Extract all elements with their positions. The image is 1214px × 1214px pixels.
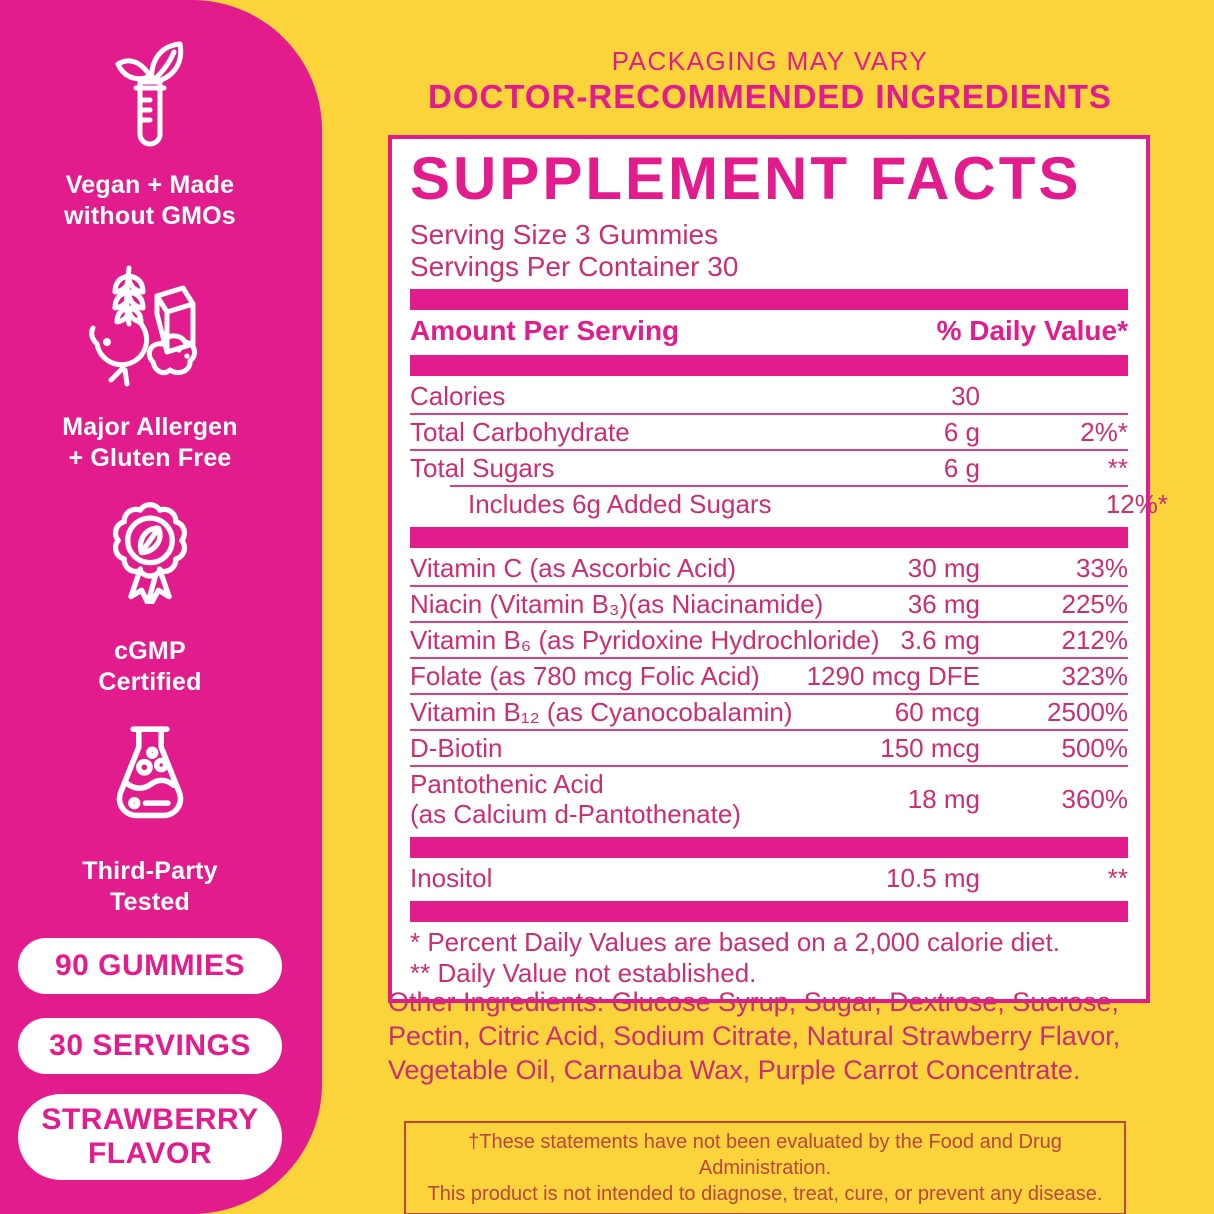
disclaimer-line-2: This product is not intended to diagnose… [427, 1183, 1103, 1205]
nutrient-row-sugars: Total Sugars 6 g ** [410, 449, 1128, 485]
divider-bar [410, 355, 1128, 376]
nutrient-name: Includes 6g Added Sugars [468, 489, 772, 519]
feature-label-cgmp: cGMP Certified [98, 637, 202, 696]
nutrient-dv: 323% [1061, 661, 1129, 691]
test-tube-plant-icon [115, 41, 184, 147]
nutrient-name: Vitamin C (as Ascorbic Acid) [410, 553, 737, 583]
supplement-facts-panel: SUPPLEMENT FACTS Serving Size 3 Gummies … [388, 135, 1168, 1003]
nutrient-dv: 212% [1061, 625, 1129, 655]
nutrient-row-carbohydrate: Total Carbohydrate 6 g 2%* [410, 413, 1128, 449]
nutrient-row-calories: Calories 30 [410, 379, 1128, 413]
servings-per-container: Servings Per Container 30 [410, 251, 739, 282]
nutrient-amount: 10.5 mg [886, 863, 980, 893]
product-sidebar: Vegan + Made without GMOs [0, 0, 322, 1214]
nutrient-amount: 36 mg [907, 589, 980, 619]
other-ingredients-text: Other Ingredients: Glucose Syrup, Sugar,… [388, 987, 1121, 1085]
nutrient-row-vitamin-b6: Vitamin B₆ (as Pyridoxine Hydrochloride)… [410, 621, 1128, 657]
column-header-row: Amount Per Serving % Daily Value* [410, 313, 1128, 349]
nutrient-dv: 2500% [1047, 697, 1128, 727]
header-packaging-note: PACKAGING MAY VARY [611, 46, 929, 76]
header-doctor-recommended: DOCTOR-RECOMMENDED INGREDIENTS [428, 78, 1112, 115]
nutrient-name: Inositol [410, 863, 493, 893]
allergen-foods-icon [89, 265, 198, 387]
footnote-daily-value: * Percent Daily Values are based on a 2,… [410, 927, 1060, 957]
feature-label-allergen: Major Allergen + Gluten Free [62, 413, 238, 472]
nutrient-row-vitamin-c: Vitamin C (as Ascorbic Acid) 30 mg 33% [410, 551, 1128, 585]
nutrient-row-niacin: Niacin (Vitamin B₃)(as Niacinamide) 36 m… [410, 585, 1128, 621]
nutrient-row-inositol: Inositol 10.5 mg ** [410, 861, 1128, 895]
nutrient-row-vitamin-b12: Vitamin B₁₂ (as Cyanocobalamin) 60 mcg 2… [410, 693, 1128, 729]
nutrient-name: Total Sugars [410, 453, 555, 483]
nutrient-name: D-Biotin [410, 733, 503, 763]
column-amount-label: Amount Per Serving [410, 315, 680, 346]
nutrient-amount: 30 [951, 381, 980, 411]
serving-size: Serving Size 3 Gummies [410, 219, 719, 250]
nutrient-name: Calories [410, 381, 506, 411]
nutrient-name: Niacin (Vitamin B₃)(as Niacinamide) [410, 589, 824, 619]
nutrient-dv: ** [1107, 863, 1128, 893]
nutrient-dv: 33% [1075, 553, 1128, 583]
nutrient-name: Total Carbohydrate [410, 417, 630, 447]
nutrient-dv: 225% [1061, 589, 1129, 619]
nutrient-amount: 60 mcg [894, 697, 980, 727]
divider-bar [410, 837, 1128, 858]
nutrient-amount: 150 mcg [880, 733, 980, 763]
feature-badge-vegan [0, 38, 300, 156]
footnote-not-established: ** Daily Value not established. [410, 958, 757, 988]
nutrient-dv: 2%* [1080, 417, 1128, 447]
nutrient-name: Vitamin B₁₂ (as Cyanocobalamin) [410, 697, 793, 727]
certified-badge-icon [112, 502, 188, 604]
divider-bar [410, 289, 1128, 310]
divider-bar [410, 901, 1128, 922]
nutrient-row-pantothenic-acid: Pantothenic Acid (as Calcium d-Pantothen… [410, 765, 1128, 831]
count-pill: 90 GUMMIES [18, 938, 282, 994]
feature-badge-cgmp [0, 498, 300, 604]
column-dv-label: % Daily Value* [936, 315, 1128, 346]
nutrient-row-added-sugars: Includes 6g Added Sugars 12%* [450, 485, 1168, 521]
nutrient-row-biotin: D-Biotin 150 mcg 500% [410, 729, 1128, 765]
feature-label-vegan: Vegan + Made without GMOs [64, 171, 236, 230]
nutrient-name: Pantothenic Acid (as Calcium d-Pantothen… [410, 769, 741, 829]
nutrient-dv: 360% [1061, 784, 1129, 814]
divider-bar [410, 527, 1128, 548]
panel-title: SUPPLEMENT FACTS [410, 145, 1082, 212]
nutrient-amount: 1290 mcg DFE [806, 661, 980, 691]
feature-badge-allergen [0, 258, 300, 392]
flavor-pill: STRAWBERRY FLAVOR [18, 1094, 282, 1180]
fda-disclaimer-box: †These statements have not been evaluate… [404, 1121, 1126, 1214]
nutrient-amount: 6 g [943, 453, 980, 483]
nutrient-amount: 18 mg [907, 784, 980, 814]
nutrient-dv: ** [1107, 453, 1128, 483]
feature-label-tested: Third-Party Tested [82, 857, 218, 916]
feature-badge-tested [0, 718, 300, 830]
nutrient-dv: 12%* [1105, 489, 1168, 519]
lab-flask-icon [116, 726, 184, 819]
servings-pill: 30 SERVINGS [18, 1018, 282, 1074]
nutrient-dv: 500% [1061, 733, 1129, 763]
disclaimer-line-1: †These statements have not been evaluate… [468, 1131, 1062, 1179]
nutrient-row-folate: Folate (as 780 mcg Folic Acid) 1290 mcg … [410, 657, 1128, 693]
nutrient-amount: 30 mg [907, 553, 980, 583]
nutrient-name: Folate (as 780 mcg Folic Acid) [410, 661, 760, 691]
nutrient-amount: 6 g [943, 417, 980, 447]
nutrient-name: Vitamin B₆ (as Pyridoxine Hydrochloride) [410, 625, 880, 655]
nutrient-amount: 3.6 mg [900, 625, 981, 655]
